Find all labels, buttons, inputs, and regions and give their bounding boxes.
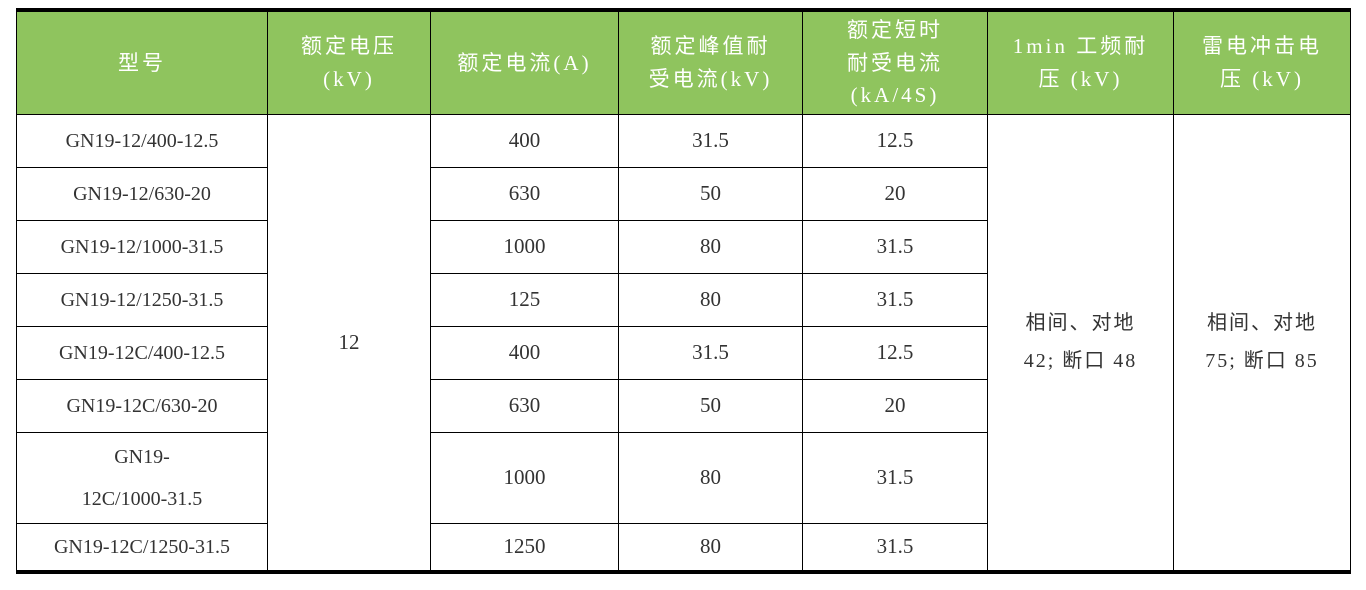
- short-time-cell: 20: [802, 166, 988, 221]
- rated-current-cell: 1250: [430, 522, 619, 573]
- model-cell: GN19-12C/630-20: [16, 378, 268, 433]
- table-row: GN19- 12C/1000-31.5 1000 80 31.5: [16, 431, 1351, 524]
- peak-withstand-cell: 80: [618, 522, 803, 573]
- short-time-cell: 12.5: [802, 113, 988, 168]
- model-cell: GN19-12/630-20: [16, 166, 268, 221]
- short-time-cell: 31.5: [802, 272, 988, 327]
- header-row: 型号 额定电压 (kV) 额定电流(A) 额定峰值耐 受电流(kV) 额定短时 …: [16, 9, 1351, 115]
- peak-withstand-cell: 50: [618, 378, 803, 433]
- peak-withstand-cell: 80: [618, 219, 803, 274]
- model-cell: GN19-12C/400-12.5: [16, 325, 268, 380]
- column-header-impulse-voltage: 雷电冲击电 压 (kV): [1173, 9, 1351, 115]
- short-time-cell: 20: [802, 378, 988, 433]
- short-time-cell: 31.5: [802, 219, 988, 274]
- model-cell: GN19-12/1250-31.5: [16, 272, 268, 327]
- rated-current-cell: 125: [430, 272, 619, 327]
- peak-withstand-cell: 50: [618, 166, 803, 221]
- rated-current-cell: 400: [430, 113, 619, 168]
- model-cell: GN19- 12C/1000-31.5: [16, 431, 268, 524]
- column-header-power-frequency: 1min 工频耐 压 (kV): [987, 9, 1174, 115]
- rated-current-cell: 630: [430, 166, 619, 221]
- rated-current-cell: 1000: [430, 219, 619, 274]
- peak-withstand-cell: 31.5: [618, 325, 803, 380]
- spec-table: 型号 额定电压 (kV) 额定电流(A) 额定峰值耐 受电流(kV) 额定短时 …: [16, 8, 1351, 574]
- peak-withstand-cell: 80: [618, 272, 803, 327]
- column-header-short-time: 额定短时 耐受电流 (kA/4S): [802, 9, 988, 115]
- short-time-cell: 12.5: [802, 325, 988, 380]
- table-row: GN19-12/630-20 630 50 20: [16, 166, 1351, 221]
- model-cell: GN19-12/400-12.5: [16, 113, 268, 168]
- spec-table-container: 型号 额定电压 (kV) 额定电流(A) 额定峰值耐 受电流(kV) 额定短时 …: [16, 8, 1351, 574]
- rated-current-cell: 400: [430, 325, 619, 380]
- peak-withstand-cell: 80: [618, 431, 803, 524]
- table-body: GN19-12/400-12.5 12 400 31.5 12.5 相间、对地 42; 断…: [16, 113, 1351, 573]
- impulse-voltage-cell: 相间、对地 75; 断口 85: [1173, 113, 1351, 573]
- power-frequency-cell: 相间、对地 42; 断口 48: [987, 113, 1174, 573]
- table-row: GN19-12C/1250-31.5 1250 80 31.5: [16, 522, 1351, 573]
- table-row: GN19-12/1250-31.5 125 80 31.5: [16, 272, 1351, 327]
- table-row: GN19-12/1000-31.5 1000 80 31.5: [16, 219, 1351, 274]
- column-header-peak-withstand: 额定峰值耐 受电流(kV): [618, 9, 803, 115]
- rated-current-cell: 630: [430, 378, 619, 433]
- model-cell: GN19-12/1000-31.5: [16, 219, 268, 274]
- table-row: GN19-12C/400-12.5 400 31.5 12.5: [16, 325, 1351, 380]
- short-time-cell: 31.5: [802, 431, 988, 524]
- peak-withstand-cell: 31.5: [618, 113, 803, 168]
- table-header: 型号 额定电压 (kV) 额定电流(A) 额定峰值耐 受电流(kV) 额定短时 …: [16, 9, 1351, 115]
- short-time-cell: 31.5: [802, 522, 988, 573]
- column-header-rated-voltage: 额定电压 (kV): [267, 9, 431, 115]
- table-row: GN19-12C/630-20 630 50 20: [16, 378, 1351, 433]
- table-row: GN19-12/400-12.5 12 400 31.5 12.5 相间、对地 42; 断…: [16, 113, 1351, 573]
- column-header-model: 型号: [16, 9, 268, 115]
- model-cell: GN19-12C/1250-31.5: [16, 522, 268, 573]
- rated-current-cell: 1000: [430, 431, 619, 524]
- rated-voltage-cell: 12: [267, 113, 431, 573]
- column-header-rated-current: 额定电流(A): [430, 9, 619, 115]
